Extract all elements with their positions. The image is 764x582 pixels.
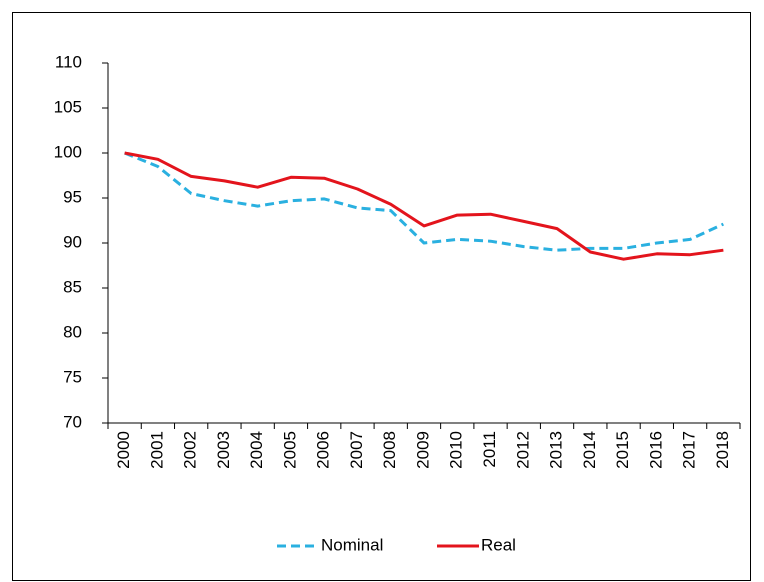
x-tick-label: 2009 [413,431,432,469]
y-tick-label: 95 [63,187,82,206]
x-tick-label: 2000 [114,431,133,469]
x-tick-label: 2008 [380,431,399,469]
x-tick-label: 2018 [713,431,732,469]
x-tick-label: 2002 [181,431,200,469]
y-tick-label: 105 [54,97,82,116]
x-tick-label: 2001 [147,431,166,469]
x-tick-label: 2012 [513,431,532,469]
frame [12,12,751,581]
y-tick-label: 80 [63,322,82,341]
y-tick-label: 70 [63,412,82,431]
line-series [124,151,724,261]
x-tick-label: 2015 [613,431,632,469]
x-tick-label: 2013 [547,431,566,469]
y-tick-label: 110 [55,52,82,71]
y-tick-label: 100 [54,142,82,161]
x-tick-label: 2004 [247,431,266,469]
y-tick-label: 75 [63,367,82,386]
line-series [124,151,724,252]
x-tick-label: 2011 [480,431,499,468]
y-tick-label: 85 [63,277,82,296]
x-tick-label: 2010 [447,431,466,469]
x-tick-label: 2006 [314,431,333,469]
legend-label: Nominal [321,535,383,554]
x-tick-label: 2003 [214,431,233,469]
legend-label: Real [481,535,516,554]
x-tick-label: 2005 [280,431,299,469]
x-tick-label: 2007 [347,431,366,469]
y-tick-label: 90 [63,232,82,251]
x-tick-label: 2016 [646,431,665,469]
x-tick-label: 2014 [580,431,599,469]
x-tick-label: 2017 [680,431,699,469]
